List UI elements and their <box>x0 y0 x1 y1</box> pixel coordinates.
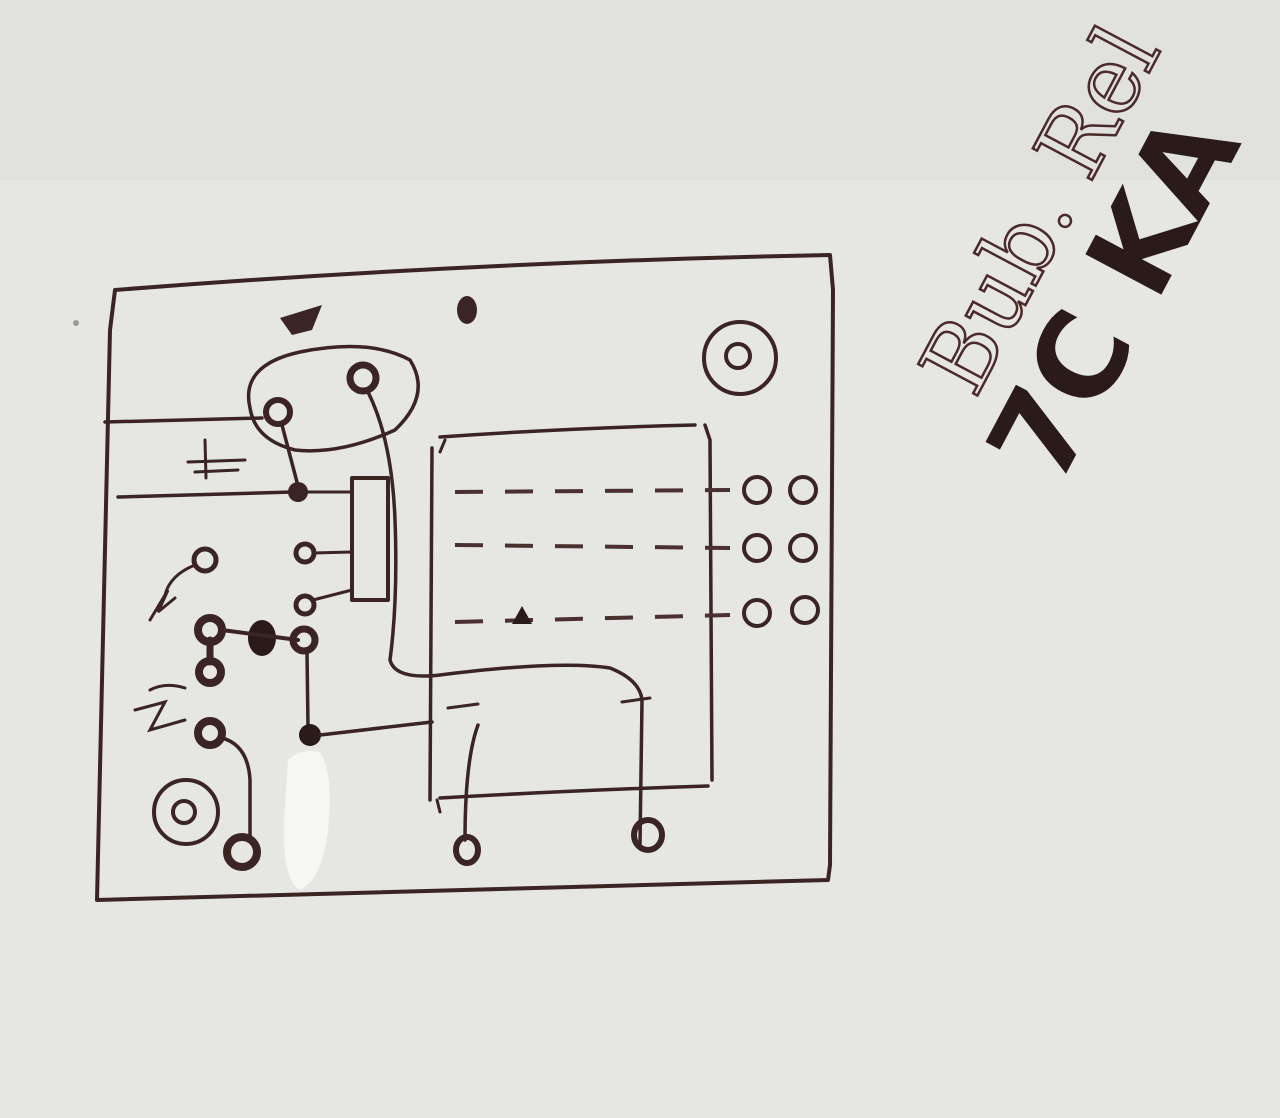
wire-coil-mid <box>311 550 354 555</box>
terminal-left-lower <box>194 717 226 749</box>
relay-coil <box>350 476 390 602</box>
contact-block-left-bracket <box>435 438 447 814</box>
contact-block-left-edge <box>428 446 434 802</box>
dark-component <box>220 620 300 656</box>
feed-line-top <box>103 416 264 424</box>
contact-tick-left <box>446 702 480 710</box>
terminal-left-upper <box>191 546 219 574</box>
terminal-top-a <box>263 397 293 427</box>
wire-junction-to-block <box>318 720 434 737</box>
terminal-mid-3 <box>293 593 317 617</box>
contact-triangle <box>512 606 532 624</box>
terminal-loop <box>246 344 420 453</box>
wire-mid-vertical <box>305 650 310 730</box>
mounting-screw-top-right <box>702 320 778 396</box>
stray-mark <box>73 320 79 326</box>
board-outline <box>95 253 835 902</box>
terminal-bottom-2 <box>631 817 665 853</box>
wire-terminal-b-loop <box>366 390 644 847</box>
contact-block-right-edge <box>703 423 714 782</box>
terminal-top-b <box>346 361 380 395</box>
wire-terminal-a-down <box>280 423 300 488</box>
correction-fluid-patch <box>283 751 330 890</box>
paper-shadow-top <box>0 0 1280 180</box>
output-terminals-row-1 <box>742 475 818 505</box>
wire-coil-bottom <box>311 588 354 602</box>
contact-tick-right <box>620 696 652 704</box>
output-terminals-row-3 <box>742 595 820 628</box>
top-mounting-hole <box>457 296 477 324</box>
contact-block-bottom <box>438 784 710 800</box>
contact-block-top <box>438 423 697 439</box>
ground-symbol <box>186 438 247 480</box>
wire-left-lower <box>220 736 252 842</box>
feed-line-bottom <box>116 490 294 499</box>
terminal-mid-1 <box>288 482 308 502</box>
terminal-bottom-1 <box>453 834 481 866</box>
terminal-bottom-left <box>223 833 261 871</box>
resistor-squiggle-1 <box>148 563 197 622</box>
output-terminals-row-2 <box>742 533 818 563</box>
top-scribble-mark <box>280 305 322 335</box>
mounting-screw-bottom-left <box>152 778 220 846</box>
wire-bottom-terminal-1 <box>463 723 480 842</box>
junction-dot <box>299 724 321 746</box>
resistor-squiggle-2 <box>133 683 187 733</box>
